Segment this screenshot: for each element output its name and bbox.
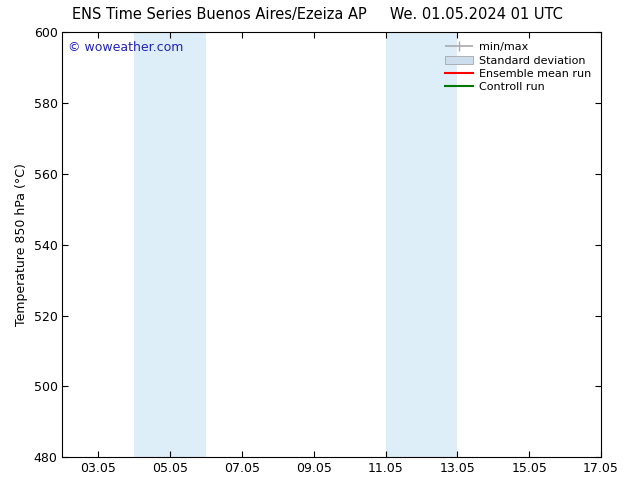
Bar bbox=[134, 32, 206, 457]
Bar bbox=[385, 32, 457, 457]
Y-axis label: Temperature 850 hPa (°C): Temperature 850 hPa (°C) bbox=[15, 163, 28, 326]
Text: © woweather.com: © woweather.com bbox=[68, 41, 183, 54]
Text: ENS Time Series Buenos Aires/Ezeiza AP     We. 01.05.2024 01 UTC: ENS Time Series Buenos Aires/Ezeiza AP W… bbox=[72, 7, 562, 23]
Legend: min/max, Standard deviation, Ensemble mean run, Controll run: min/max, Standard deviation, Ensemble me… bbox=[441, 38, 595, 97]
